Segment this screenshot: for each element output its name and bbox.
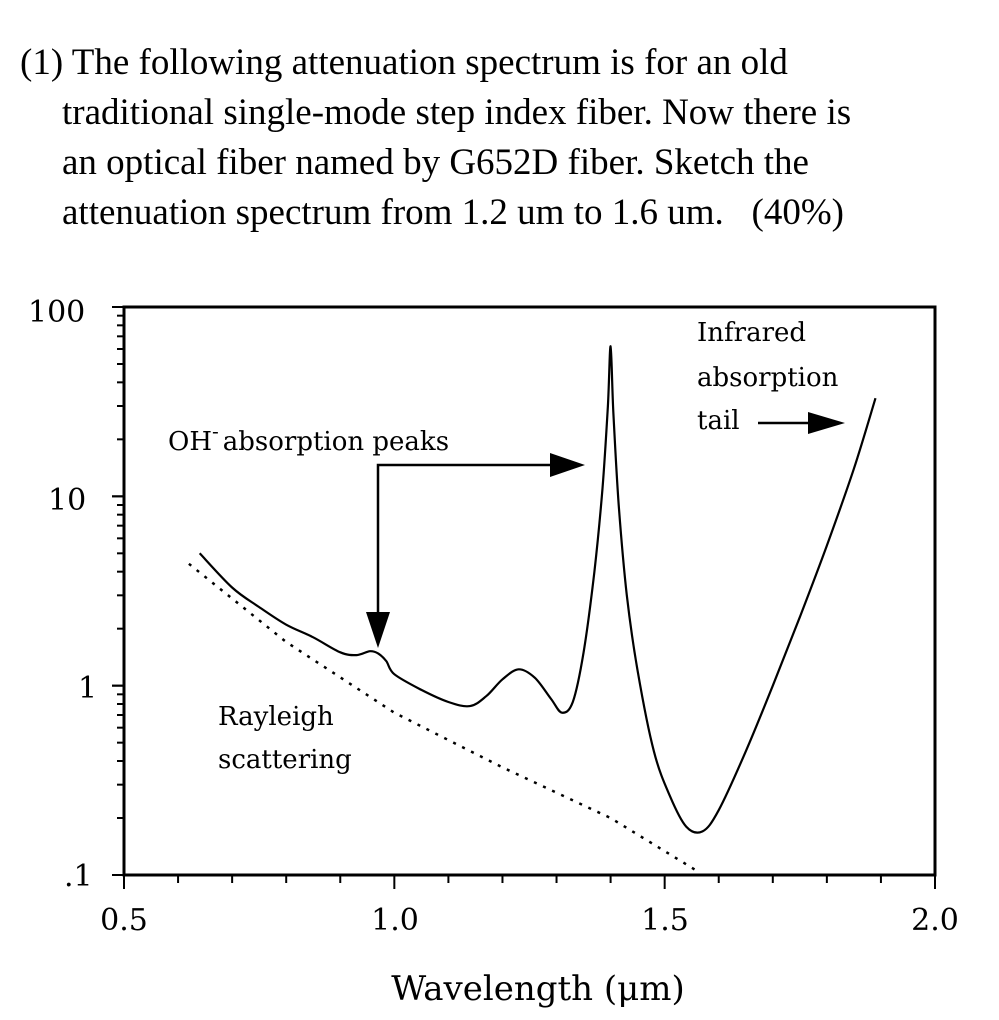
y-tick-label-10: 10 [48, 483, 86, 518]
y-tick-label-1: 1 [78, 671, 97, 706]
x-tick-label-0.5: 0.5 [100, 903, 148, 938]
x-axis-label: Wavelength (μm) [391, 969, 684, 1009]
rayleigh-label-line-1: Rayleigh [218, 702, 334, 732]
question-line-4: attenuation spectrum from 1.2 um to 1.6 … [62, 192, 844, 233]
y-minor-ticks [112, 306, 124, 876]
question-line-1: (1) The following attenuation spectrum i… [20, 42, 788, 83]
infrared-label-line-3: tail [697, 406, 740, 436]
x-tick-label-1.0: 1.0 [371, 903, 419, 938]
rayleigh-label-line-2: scattering [218, 745, 352, 775]
infrared-label-line-1: Infrared [697, 318, 806, 348]
oh-label: OH-absorption peaks [168, 419, 449, 457]
plot-frame [122, 305, 937, 877]
x-tick-label-1.5: 1.5 [641, 903, 689, 938]
question-line-2: traditional single-mode step index fiber… [62, 92, 852, 133]
y-tick-label-0.1: .1 [64, 859, 93, 894]
x-tick-label-2.0: 2.0 [911, 903, 959, 938]
arrow-head-right-icon [550, 453, 585, 477]
question-text: (1) The following attenuation spectrum i… [20, 38, 985, 238]
y-tick-label-100: 100 [28, 295, 85, 330]
infrared-arrow [758, 412, 845, 434]
rayleigh-scattering-line [188, 562, 698, 873]
x-ticks [123, 875, 936, 889]
infrared-label-line-2: absorption [697, 363, 839, 393]
arrow-head-down-icon [366, 612, 390, 648]
attenuation-curve [198, 345, 877, 834]
question-line-3: an optical fiber named by G652D fiber. S… [62, 142, 809, 183]
arrow-head-right-icon [808, 412, 845, 434]
oh-arrows [366, 453, 585, 648]
